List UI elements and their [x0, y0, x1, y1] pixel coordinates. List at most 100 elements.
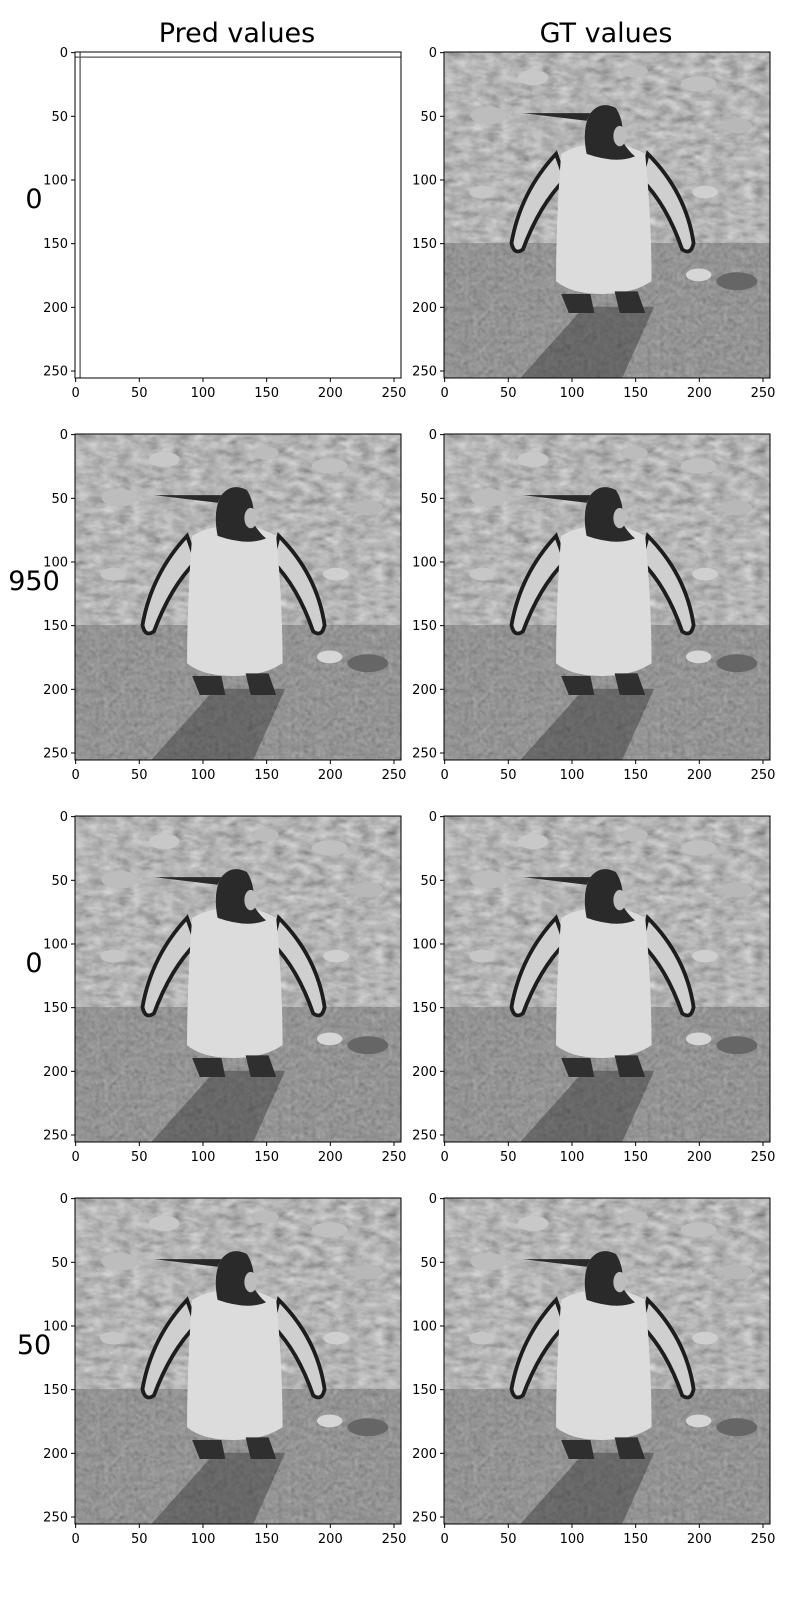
x-tick-label: 150 [623, 1532, 648, 1547]
row-label: 50 [17, 1330, 51, 1361]
y-tick-label: 50 [420, 492, 437, 507]
x-tick-label: 100 [191, 1532, 216, 1547]
y-tick-label: 50 [51, 110, 68, 125]
x-tick-label: 250 [751, 1532, 776, 1547]
y-tick-label: 0 [429, 46, 437, 61]
x-tick-label: 200 [687, 768, 712, 783]
x-tick-label: 100 [560, 768, 585, 783]
x-tick-label: 250 [382, 1532, 407, 1547]
x-tick-label: 50 [500, 768, 517, 783]
x-tick-label: 50 [131, 768, 148, 783]
x-tick-label: 50 [500, 1150, 517, 1165]
y-tick-label: 250 [43, 1510, 68, 1525]
x-tick-label: 50 [500, 386, 517, 401]
column-title-gt: GT values [540, 18, 673, 49]
y-tick-label: 200 [43, 1447, 68, 1462]
x-tick-label: 250 [382, 1150, 407, 1165]
y-tick-label: 100 [412, 1319, 437, 1334]
axes-frame [74, 433, 402, 761]
y-tick-label: 150 [412, 1001, 437, 1016]
axes-frame [443, 1197, 771, 1525]
y-tick-label: 0 [429, 428, 437, 443]
x-tick-label: 250 [751, 768, 776, 783]
x-tick-label: 200 [318, 386, 343, 401]
y-tick-label: 200 [412, 683, 437, 698]
x-tick-label: 0 [71, 1532, 79, 1547]
column-title-pred: Pred values [159, 18, 315, 49]
y-tick-label: 200 [412, 1065, 437, 1080]
x-tick-label: 200 [318, 1150, 343, 1165]
y-tick-label: 0 [60, 428, 68, 443]
y-tick-label: 150 [412, 237, 437, 252]
x-tick-label: 150 [623, 386, 648, 401]
x-tick-label: 50 [131, 386, 148, 401]
x-tick-label: 150 [623, 1150, 648, 1165]
y-tick-label: 50 [51, 1256, 68, 1271]
x-tick-label: 150 [254, 386, 279, 401]
row-label: 950 [8, 566, 60, 597]
y-tick-label: 100 [43, 173, 68, 188]
y-tick-label: 0 [60, 46, 68, 61]
y-tick-label: 250 [412, 1128, 437, 1143]
y-tick-label: 200 [412, 1447, 437, 1462]
y-tick-label: 100 [43, 937, 68, 952]
y-tick-label: 150 [43, 1001, 68, 1016]
y-tick-label: 0 [429, 810, 437, 825]
y-tick-label: 100 [412, 937, 437, 952]
x-tick-label: 150 [254, 768, 279, 783]
y-tick-label: 150 [43, 1383, 68, 1398]
x-tick-label: 200 [687, 1532, 712, 1547]
y-tick-label: 150 [412, 619, 437, 634]
x-tick-label: 150 [254, 1532, 279, 1547]
penguin-photo-image [75, 816, 401, 1142]
x-tick-label: 50 [131, 1150, 148, 1165]
y-tick-label: 200 [412, 301, 437, 316]
penguin-photo-image [75, 434, 401, 760]
axes-frame [443, 433, 771, 761]
y-tick-label: 50 [420, 874, 437, 889]
x-tick-label: 200 [687, 1150, 712, 1165]
y-tick-label: 250 [43, 746, 68, 761]
x-tick-label: 200 [687, 386, 712, 401]
penguin-photo-image [444, 52, 770, 378]
y-tick-label: 0 [429, 1192, 437, 1207]
x-tick-label: 250 [382, 386, 407, 401]
y-tick-label: 50 [51, 492, 68, 507]
x-tick-label: 150 [623, 768, 648, 783]
x-tick-label: 150 [254, 1150, 279, 1165]
y-tick-label: 0 [60, 810, 68, 825]
y-tick-label: 150 [412, 1383, 437, 1398]
row-label: 0 [25, 184, 42, 215]
x-tick-label: 250 [751, 1150, 776, 1165]
y-tick-label: 200 [43, 301, 68, 316]
penguin-photo-image [444, 816, 770, 1142]
axes-frame [74, 51, 402, 379]
x-tick-label: 100 [560, 386, 585, 401]
y-tick-label: 250 [43, 364, 68, 379]
y-tick-label: 100 [412, 555, 437, 570]
penguin-photo-image [75, 1198, 401, 1524]
x-tick-label: 100 [560, 1532, 585, 1547]
x-tick-label: 0 [71, 768, 79, 783]
y-tick-label: 150 [43, 619, 68, 634]
y-tick-label: 250 [412, 1510, 437, 1525]
x-tick-label: 100 [191, 386, 216, 401]
x-tick-label: 0 [440, 768, 448, 783]
x-tick-label: 50 [131, 1532, 148, 1547]
y-tick-label: 50 [420, 1256, 437, 1271]
x-tick-label: 0 [440, 1150, 448, 1165]
x-tick-label: 200 [318, 1532, 343, 1547]
x-tick-label: 0 [440, 386, 448, 401]
y-tick-label: 250 [412, 364, 437, 379]
x-tick-label: 200 [318, 768, 343, 783]
x-tick-label: 250 [751, 386, 776, 401]
y-tick-label: 200 [43, 1065, 68, 1080]
row-label: 0 [25, 948, 42, 979]
y-tick-label: 100 [43, 555, 68, 570]
x-tick-label: 0 [71, 386, 79, 401]
axes-frame [443, 51, 771, 379]
x-tick-label: 100 [191, 1150, 216, 1165]
y-tick-label: 250 [43, 1128, 68, 1143]
axes-frame [74, 815, 402, 1143]
